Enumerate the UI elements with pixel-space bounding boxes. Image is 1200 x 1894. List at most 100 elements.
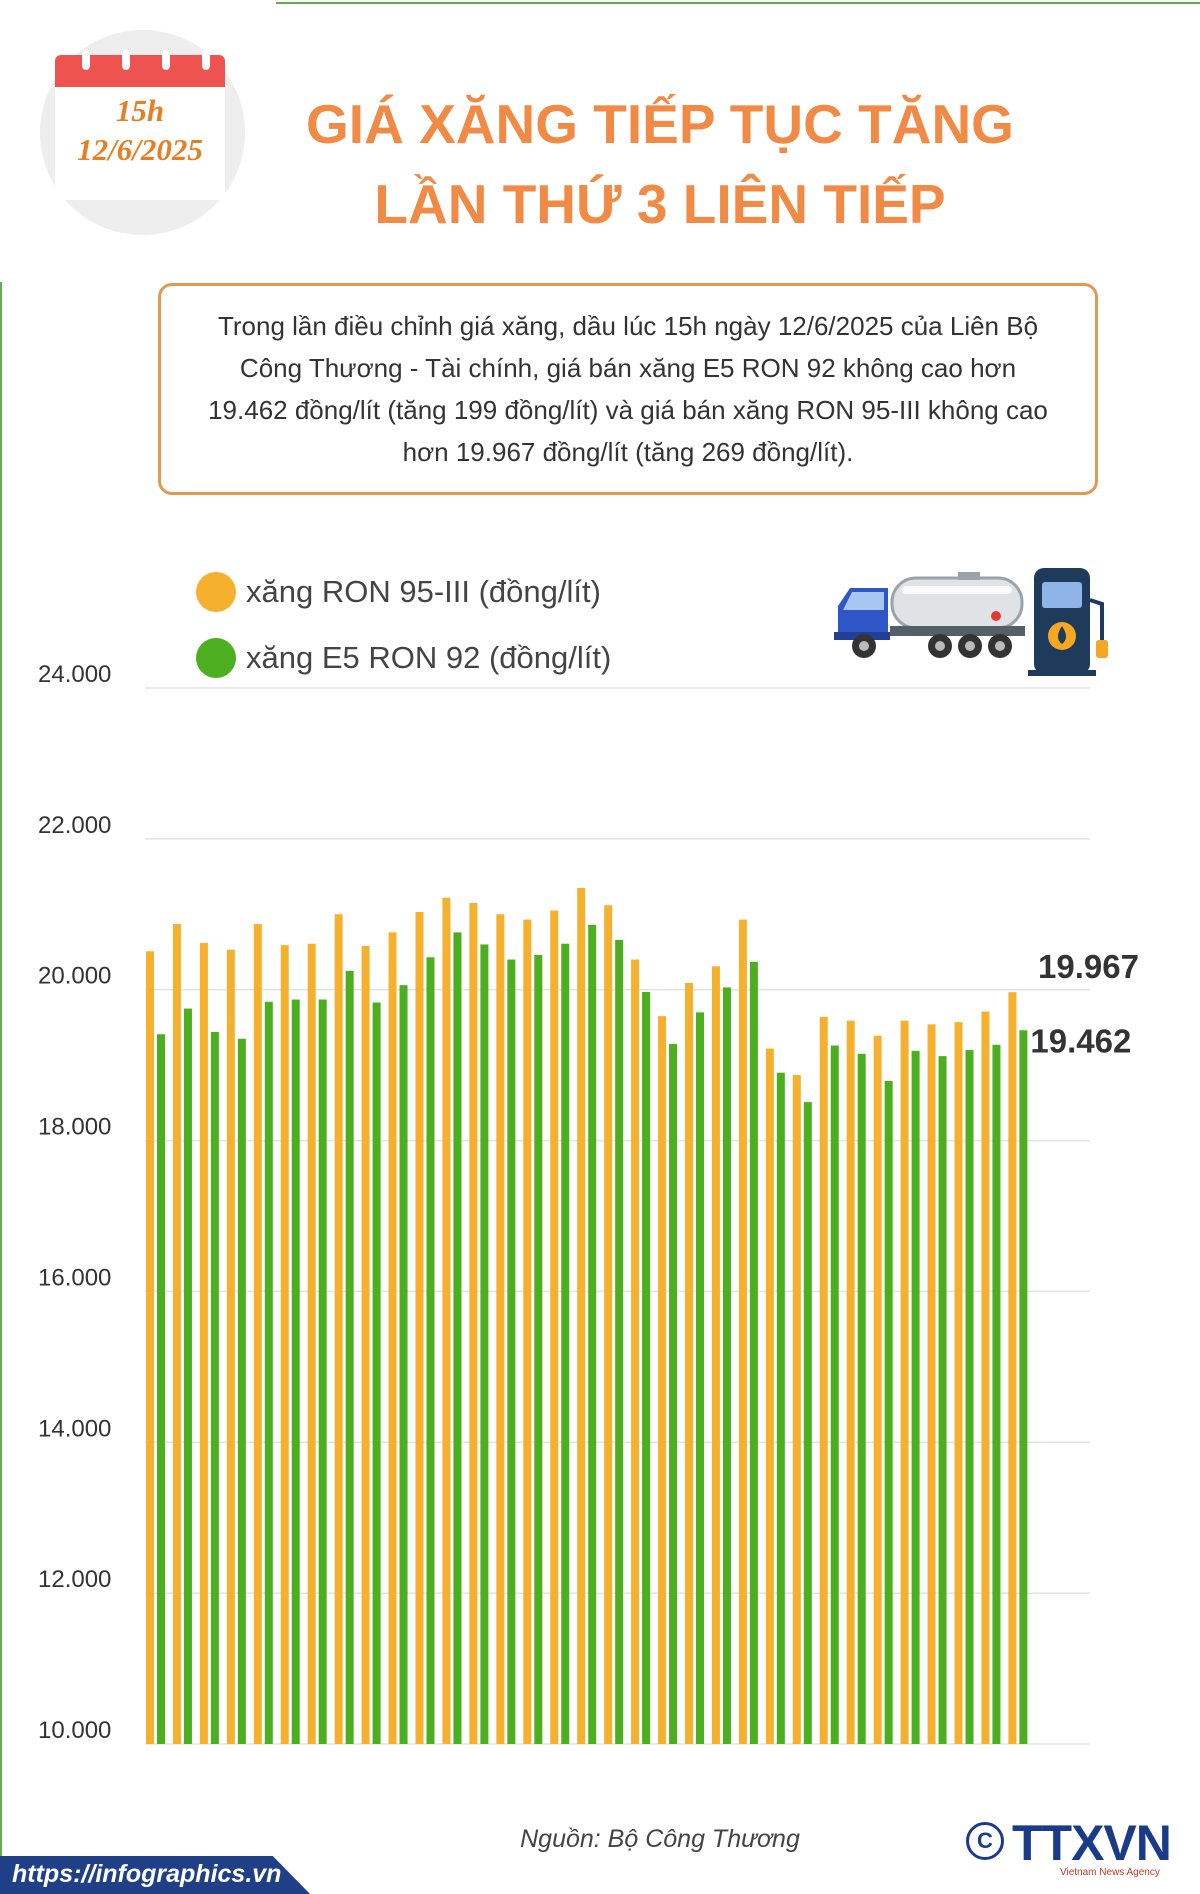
bar-ron95 xyxy=(361,945,370,1744)
url-banner xyxy=(0,1856,310,1894)
ttxvn-logo-subtitle: Vietnam News Agency xyxy=(1060,1867,1160,1878)
fuel-pump-icon xyxy=(1028,568,1108,676)
bar-e5ron92 xyxy=(318,999,327,1744)
bar-e5ron92 xyxy=(776,1072,785,1744)
bar-ron95 xyxy=(631,959,640,1744)
bar-e5ron92 xyxy=(210,1031,219,1744)
legend-swatch-e5ron92 xyxy=(196,638,236,678)
calendar-time: 15h xyxy=(115,93,165,128)
bar-ron95 xyxy=(873,1035,882,1744)
bar-ron95 xyxy=(146,951,154,1744)
bar-ron95 xyxy=(172,924,181,1744)
bar-ron95 xyxy=(334,914,343,1744)
bar-ron95 xyxy=(738,919,747,1744)
y-tick-label: 10.000 xyxy=(38,1717,111,1744)
ttxvn-logo: TTXVN xyxy=(1012,1815,1172,1871)
y-tick-label: 12.000 xyxy=(38,1566,111,1593)
bar-ron95 xyxy=(900,1020,909,1744)
bar-ron95 xyxy=(765,1048,774,1744)
bar-ron95 xyxy=(846,1020,855,1744)
price-bar-chart: 10.000 12.000 14.000 16.000 18.000 20.000 22.0… xyxy=(38,661,1139,1745)
bar-e5ron92 xyxy=(183,1008,192,1744)
bar-e5ron92 xyxy=(453,932,462,1744)
legend-swatch-ron95 xyxy=(196,572,236,612)
fuel-illustration xyxy=(834,568,1108,676)
bar-e5ron92 xyxy=(803,1102,812,1744)
bar-ron95 xyxy=(415,912,424,1744)
calendar-date: 12/6/2025 xyxy=(77,132,203,167)
bar-ron95 xyxy=(927,1024,936,1744)
bar-ron95 xyxy=(199,942,208,1744)
description-text: Trong lần điều chỉnh giá xăng, dầu lúc 1… xyxy=(208,311,1048,467)
calendar-icon xyxy=(55,55,225,87)
bar-e5ron92 xyxy=(1019,1030,1028,1744)
page-title-line2: LẦN THỨ 3 LIÊN TIẾP xyxy=(374,173,946,235)
bar-ron95 xyxy=(577,887,586,1744)
bar-ron95 xyxy=(388,932,397,1744)
bar-e5ron92 xyxy=(911,1050,920,1744)
frame-left-line xyxy=(0,282,2,1858)
y-tick-label: 16.000 xyxy=(38,1264,111,1291)
bar-ron95 xyxy=(792,1074,801,1744)
bar-e5ron92 xyxy=(696,1012,704,1744)
bar-e5ron92 xyxy=(669,1044,678,1744)
legend-label-e5ron92: xăng E5 RON 92 (đồng/lít) xyxy=(246,640,612,675)
bar-ron95 xyxy=(307,943,316,1744)
bar-e5ron92 xyxy=(372,1002,381,1744)
calendar-ring xyxy=(82,50,90,70)
bar-e5ron92 xyxy=(884,1080,893,1744)
bar-e5ron92 xyxy=(426,957,435,1744)
bar-ron95 xyxy=(442,897,451,1744)
bar-ron95 xyxy=(253,924,262,1744)
data-label-e5ron92: 19.462 xyxy=(1030,1022,1131,1059)
bar-e5ron92 xyxy=(561,943,570,1744)
source-note: Nguồn: Bộ Công Thương xyxy=(520,1825,800,1853)
bar-ron95 xyxy=(496,914,505,1744)
bar-ron95 xyxy=(711,966,720,1744)
bar-e5ron92 xyxy=(615,939,624,1744)
calendar-ring xyxy=(122,50,130,70)
legend-item-e5ron92: xăng E5 RON 92 (đồng/lít) xyxy=(196,638,611,678)
legend-item-ron95: xăng RON 95-III (đồng/lít) xyxy=(196,572,601,612)
y-tick-label: 20.000 xyxy=(38,963,111,990)
bar-ron95 xyxy=(550,910,559,1744)
bar-e5ron92 xyxy=(534,955,543,1744)
bar-e5ron92 xyxy=(722,987,731,1744)
bar-e5ron92 xyxy=(642,991,651,1744)
y-tick-label: 14.000 xyxy=(38,1415,111,1442)
bar-e5ron92 xyxy=(264,1001,273,1744)
bar-e5ron92 xyxy=(507,959,516,1744)
bar-e5ron92 xyxy=(237,1038,246,1744)
bar-ron95 xyxy=(226,949,235,1744)
bar-e5ron92 xyxy=(157,1034,165,1744)
fuel-tanker-truck-icon xyxy=(834,572,1025,658)
bar-ron95 xyxy=(523,919,532,1744)
calendar-page xyxy=(55,87,225,200)
website-url[interactable]: https://infographics.vn xyxy=(12,1860,282,1888)
bar-ron95 xyxy=(981,1011,990,1744)
bar-ron95 xyxy=(280,945,289,1744)
y-tick-label: 22.000 xyxy=(38,812,111,839)
bar-ron95 xyxy=(685,982,693,1744)
bar-ron95 xyxy=(469,902,478,1744)
bar-ron95 xyxy=(819,1016,828,1744)
y-tick-label: 18.000 xyxy=(38,1114,111,1141)
copyright-icon: C xyxy=(966,1822,1004,1860)
bar-e5ron92 xyxy=(992,1044,1001,1744)
bar-e5ron92 xyxy=(480,944,489,1744)
bar-e5ron92 xyxy=(345,970,354,1744)
calendar-ring xyxy=(202,50,210,70)
bar-e5ron92 xyxy=(588,924,597,1744)
bar-ron95 xyxy=(1008,992,1017,1744)
page-title-line1: GIÁ XĂNG TIẾP TỤC TĂNG xyxy=(306,93,1014,155)
frame-top-line xyxy=(276,2,1200,4)
bar-e5ron92 xyxy=(830,1045,839,1744)
description-box: Trong lần điều chỉnh giá xăng, dầu lúc 1… xyxy=(158,283,1098,495)
bar-e5ron92 xyxy=(749,961,758,1744)
bar-e5ron92 xyxy=(938,1056,947,1744)
y-tick-label: 24.000 xyxy=(38,661,111,688)
bar-e5ron92 xyxy=(857,1053,866,1744)
bar-e5ron92 xyxy=(965,1050,974,1744)
bar-ron95 xyxy=(658,1016,667,1744)
bar-ron95 xyxy=(954,1022,963,1744)
